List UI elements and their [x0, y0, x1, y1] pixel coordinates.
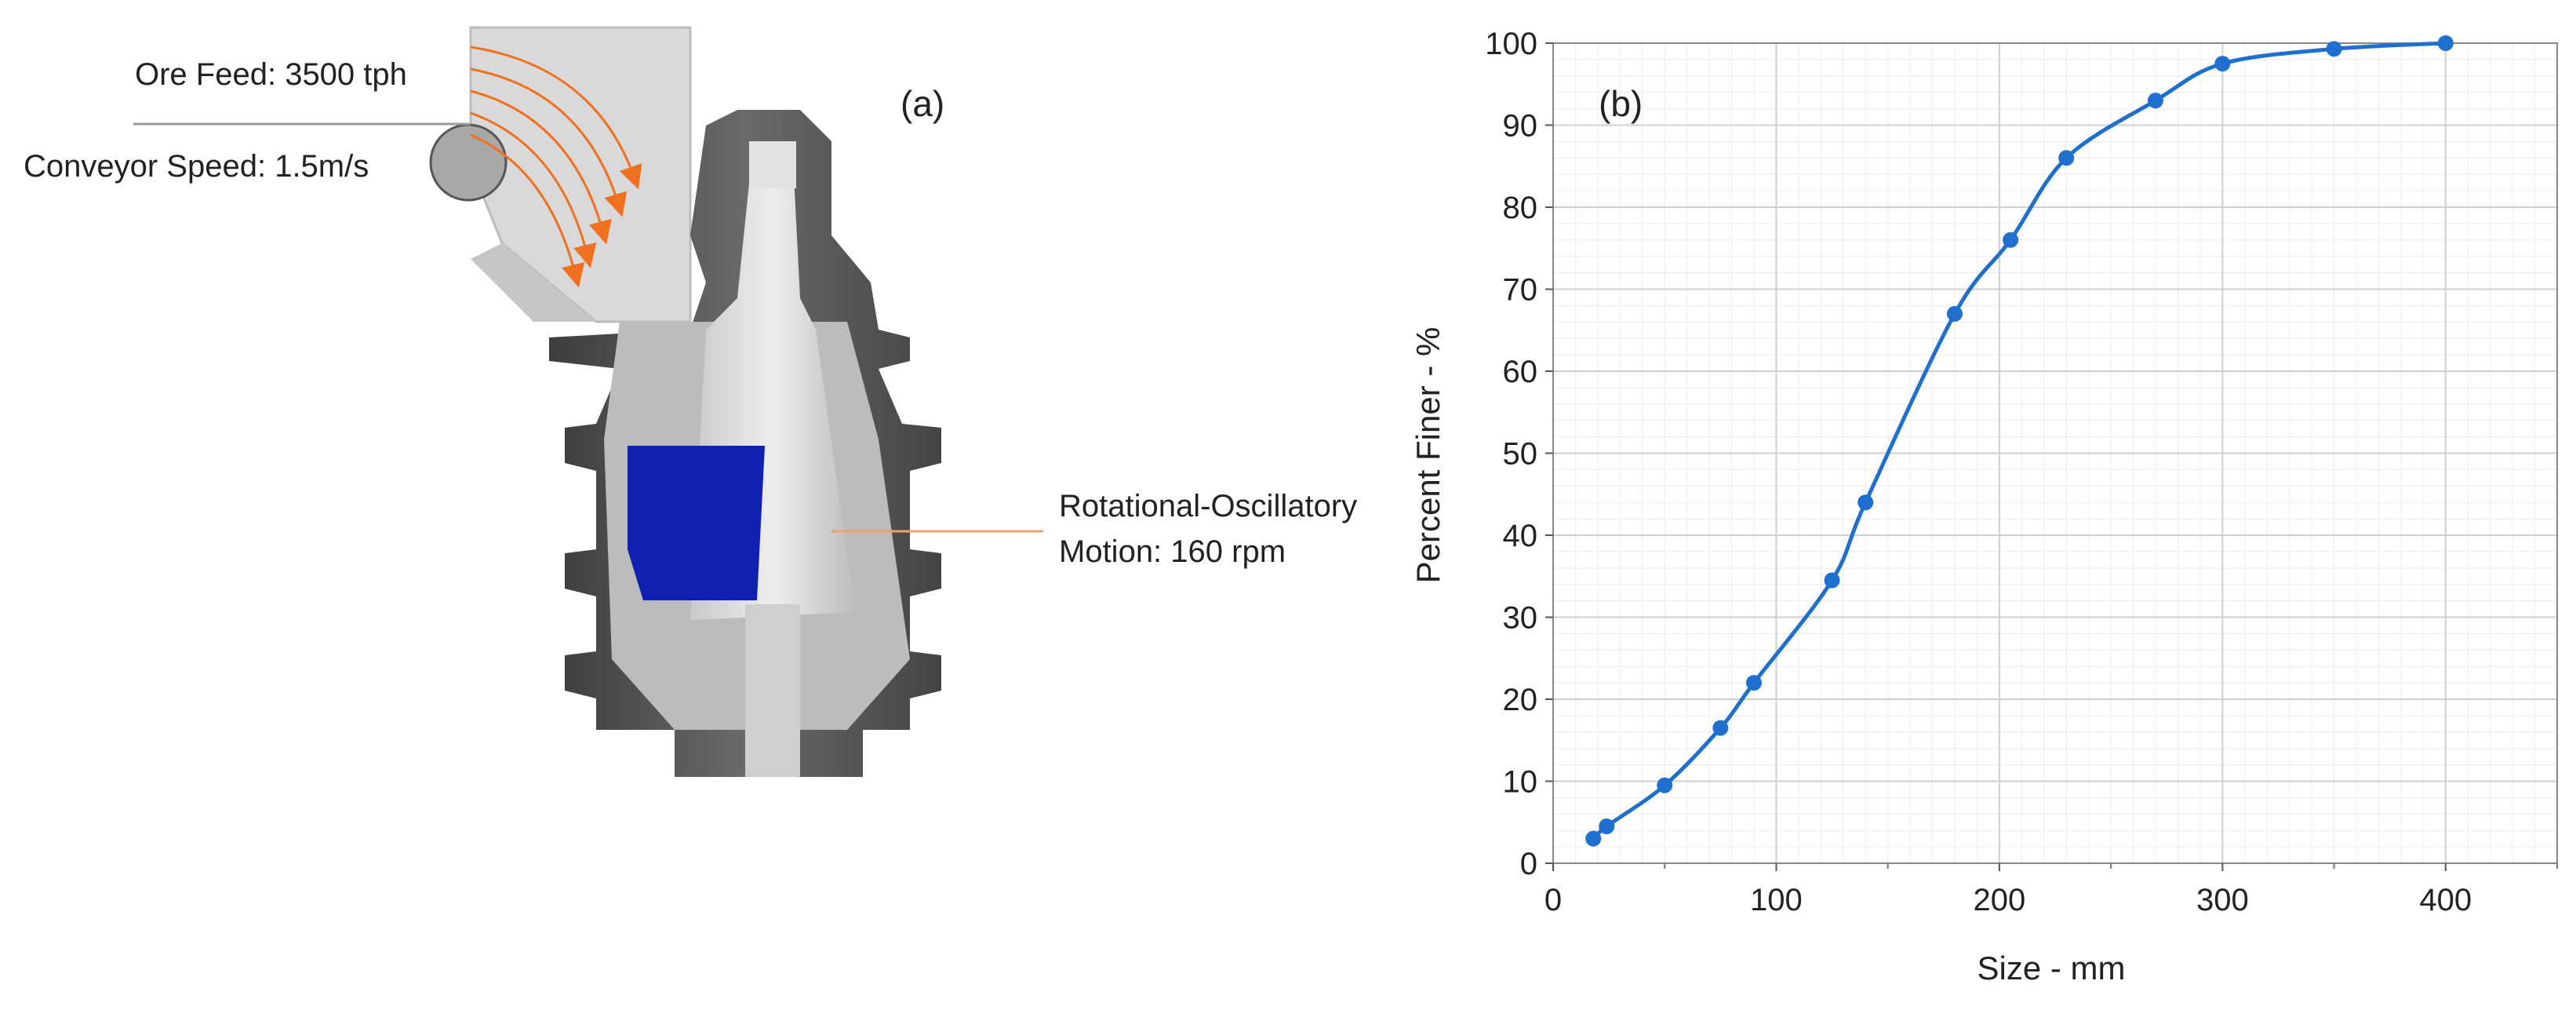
data-point [2214, 56, 2231, 72]
y-axis: 0 10 20 30 40 50 60 70 80 90 100 [1485, 27, 1553, 881]
size-distribution-chart: 0 100 200 300 400 0 10 20 30 40 50 60 70 80 90 100 (b)… [1410, 27, 2558, 986]
size-distribution-chart-panel: 0 100 200 300 400 0 10 20 30 40 50 60 70 80 90 100 (b)… [1381, 0, 2576, 1006]
data-point [2326, 41, 2342, 57]
data-point [1824, 572, 1840, 589]
y-tick-label: 90 [1503, 109, 1538, 144]
x-tick-label: 400 [2419, 883, 2472, 917]
x-tick-label: 200 [1974, 883, 2026, 917]
panel-a-label: (a) [901, 83, 944, 124]
main-shaft [745, 604, 800, 777]
data-point [1746, 675, 1762, 691]
data-point [1947, 305, 1963, 322]
series-points [1585, 35, 2454, 847]
data-point [2058, 150, 2075, 166]
major-grid [1552, 42, 2557, 864]
minor-grid [1553, 43, 2558, 863]
data-point [2148, 93, 2163, 109]
data-point [1585, 830, 1602, 847]
panel-b-label: (b) [1599, 83, 1643, 124]
y-tick-label: 30 [1503, 601, 1538, 636]
y-tick-label: 50 [1503, 437, 1538, 472]
chute-guide [471, 243, 596, 322]
y-tick-label: 0 [1520, 847, 1537, 881]
y-tick-label: 60 [1503, 355, 1538, 389]
x-tick-label: 300 [2196, 883, 2249, 917]
ore-zone [628, 446, 765, 600]
data-point [1712, 720, 1729, 736]
x-axis: 0 100 200 300 400 [1545, 863, 2558, 917]
y-tick-label: 40 [1503, 519, 1538, 553]
motion-label-line1: Rotational-Oscillatory [1059, 489, 1357, 523]
y-tick-label: 100 [1485, 27, 1537, 61]
data-point [1657, 777, 1673, 793]
y-axis-label: Percent Finer - % [1410, 327, 1446, 584]
series-line [1592, 41, 2446, 840]
crusher-illustration: Ore Feed: 3500 tph Conveyor Speed: 1.5m/… [24, 26, 1357, 777]
y-tick-label: 80 [1503, 191, 1538, 225]
data-point [1599, 818, 1615, 834]
y-tick-label: 10 [1503, 765, 1538, 800]
x-tick-label: 0 [1545, 883, 1562, 917]
data-point [2437, 35, 2454, 51]
y-tick-label: 20 [1503, 683, 1538, 717]
x-tick-label: 100 [1750, 883, 1803, 917]
ore-feed-label: Ore Feed: 3500 tph [135, 57, 407, 92]
data-point [2003, 232, 2019, 248]
x-axis-label: Size - mm [1977, 950, 2126, 986]
y-tick-label: 70 [1503, 273, 1538, 308]
conveyor-pulley [429, 123, 508, 202]
conveyor-speed-label: Conveyor Speed: 1.5m/s [24, 149, 369, 184]
data-point [1857, 494, 1874, 511]
motion-label-line2: Motion: 160 rpm [1059, 534, 1286, 569]
feed-flow-arrows [470, 46, 642, 288]
shaft-top [749, 141, 796, 188]
crusher-illustration-panel: Ore Feed: 3500 tph Conveyor Speed: 1.5m/… [24, 26, 1357, 777]
